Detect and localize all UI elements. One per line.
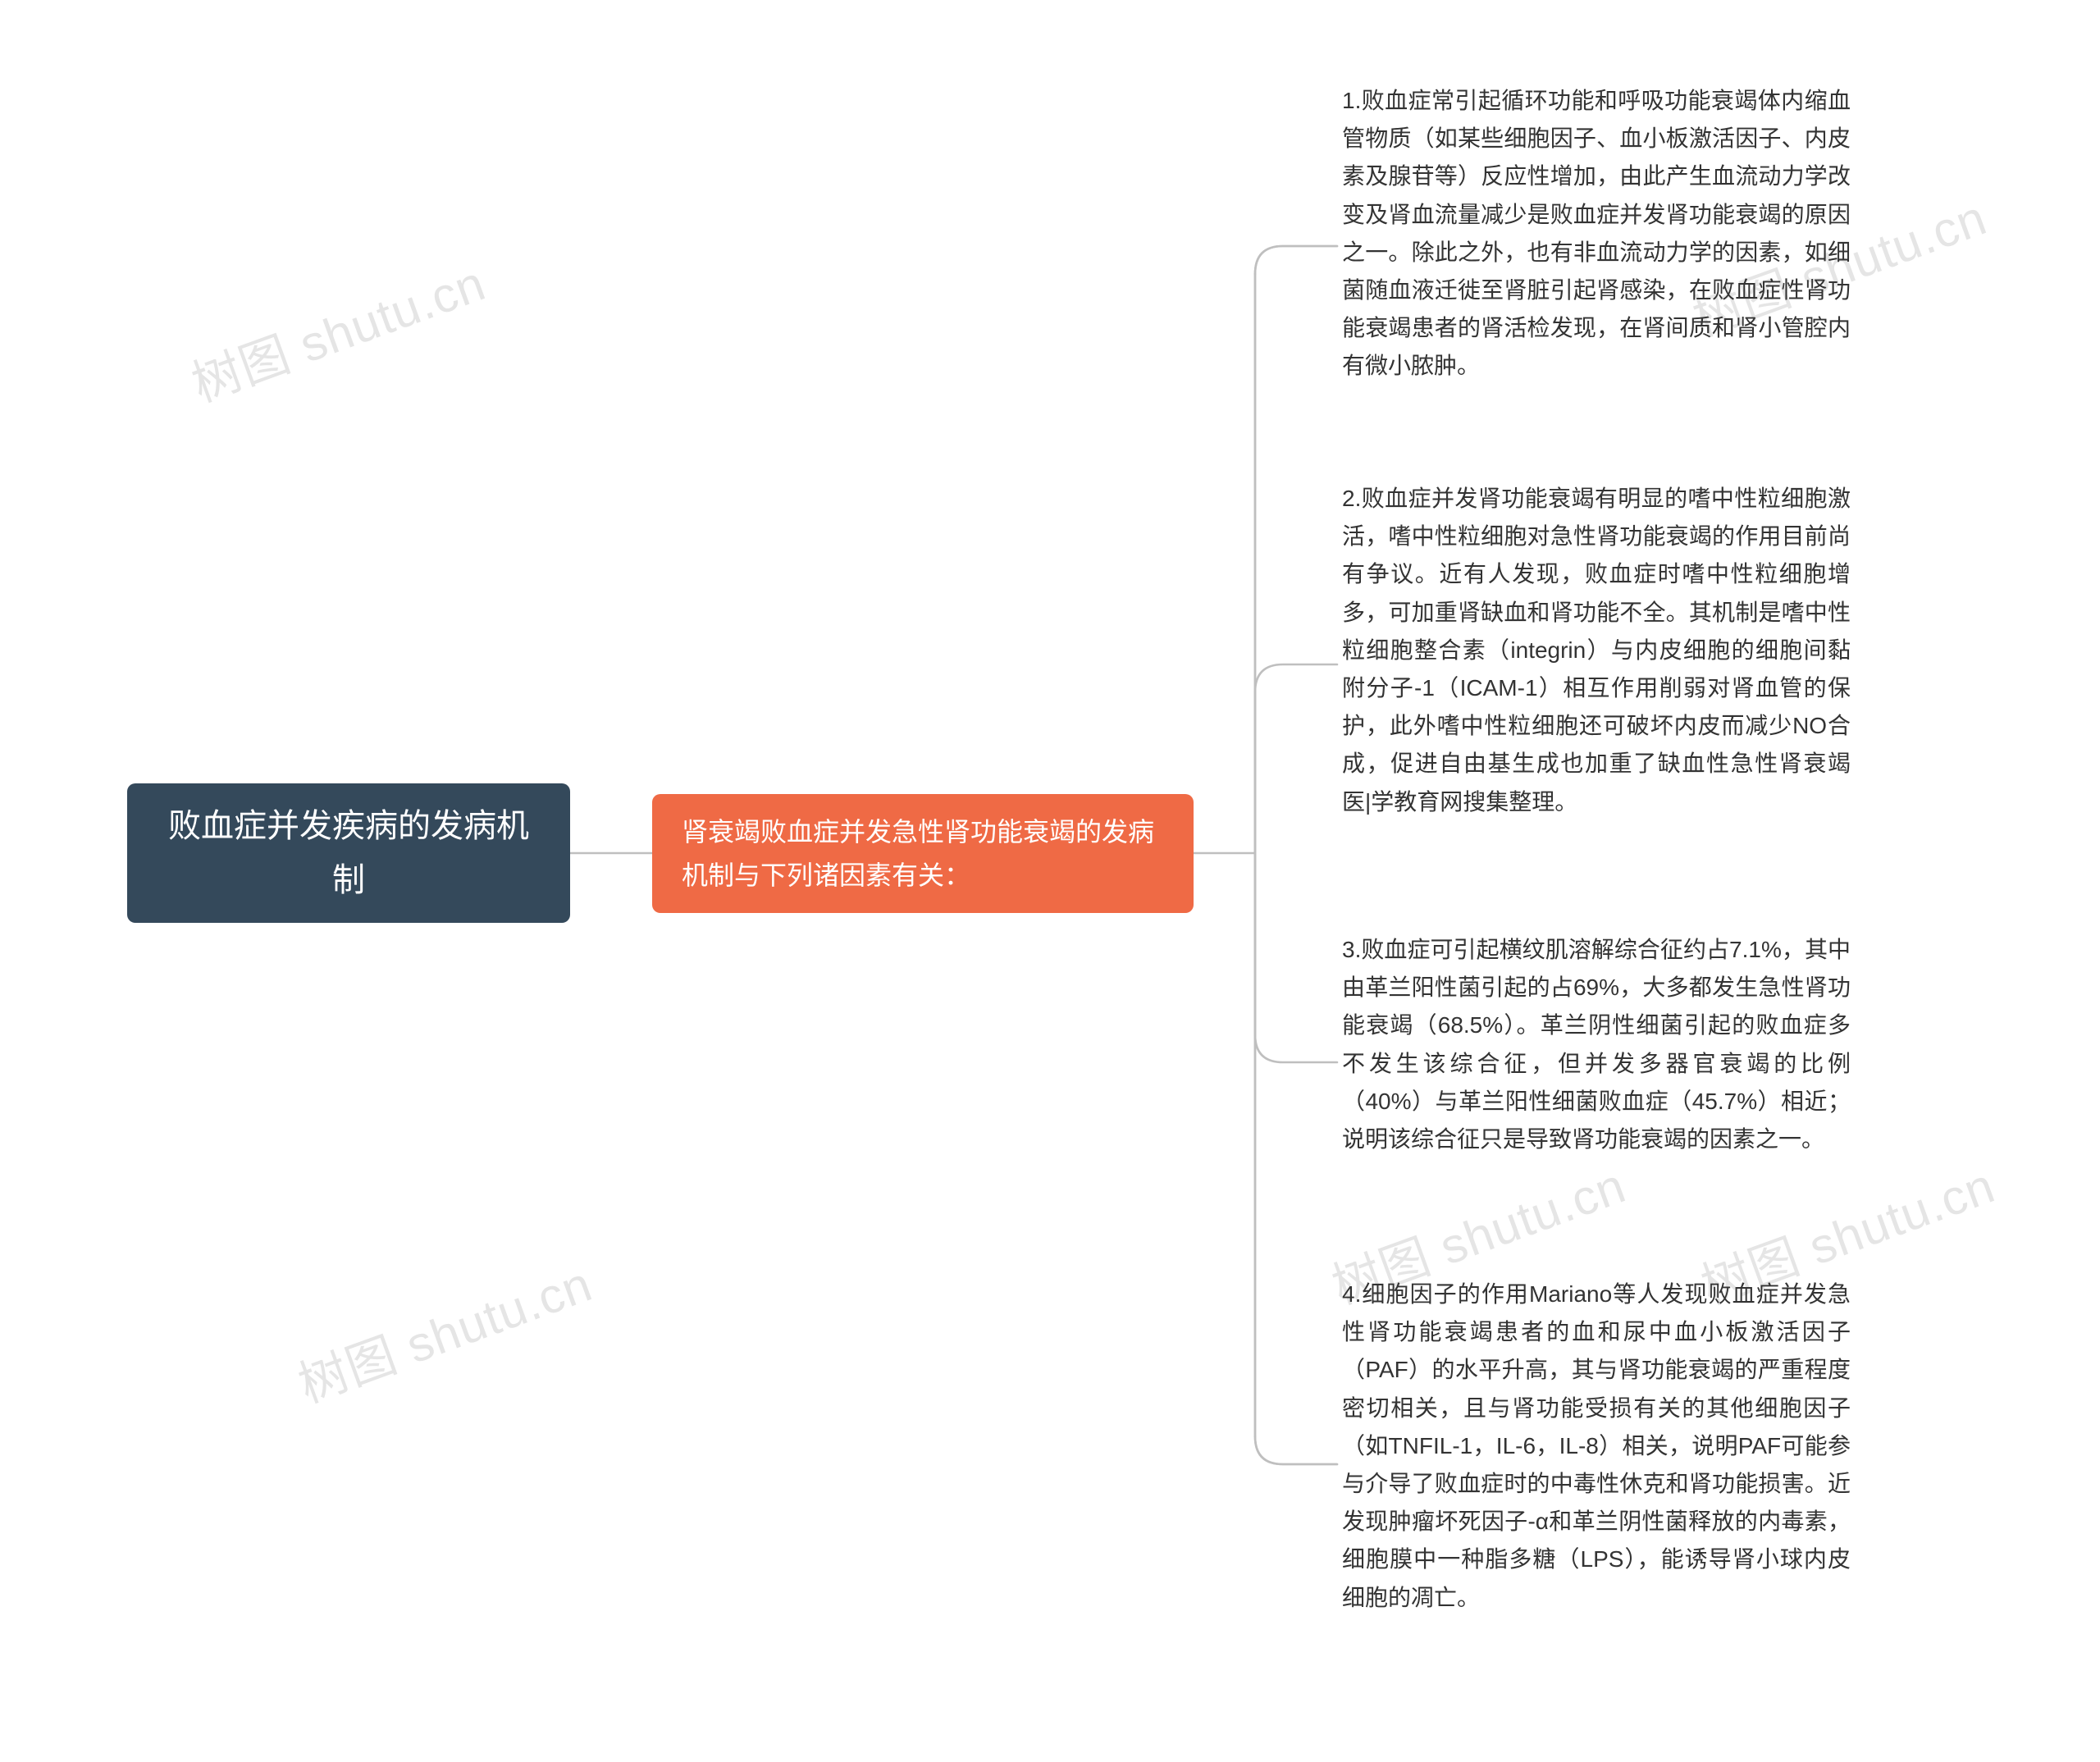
leaf-1-text: 1.败血症常引起循环功能和呼吸功能衰竭体内缩血管物质（如某些细胞因子、血小板激活… [1342,88,1851,378]
leaf-node-4[interactable]: 4.细胞因子的作用Mariano等人发现败血症并发急性肾功能衰竭患者的血和尿中血… [1342,1276,1851,1617]
leaf-node-2[interactable]: 2.败血症并发肾功能衰竭有明显的嗜中性粒细胞激活，嗜中性粒细胞对急性肾功能衰竭的… [1342,480,1851,821]
leaf-3-text: 3.败血症可引起横纹肌溶解综合征约占7.1%，其中由革兰阳性菌引起的占69%，大… [1342,937,1851,1152]
mid-node[interactable]: 肾衰竭败血症并发急性肾功能衰竭的发病机制与下列诸因素有关： [652,794,1194,913]
watermark: 树图 shutu.cn [287,1244,600,1417]
root-node[interactable]: 败血症并发疾病的发病机制 [127,783,570,923]
root-label: 败血症并发疾病的发病机制 [157,799,541,907]
mid-label: 肾衰竭败血症并发急性肾功能衰竭的发病机制与下列诸因素有关： [682,810,1164,897]
leaf-node-1[interactable]: 1.败血症常引起循环功能和呼吸功能衰竭体内缩血管物质（如某些细胞因子、血小板激活… [1342,82,1851,386]
mindmap-canvas: 败血症并发疾病的发病机制 肾衰竭败血症并发急性肾功能衰竭的发病机制与下列诸因素有… [0,0,2100,1762]
leaf-node-3[interactable]: 3.败血症可引起横纹肌溶解综合征约占7.1%，其中由革兰阳性菌引起的占69%，大… [1342,931,1851,1158]
leaf-4-text: 4.细胞因子的作用Mariano等人发现败血症并发急性肾功能衰竭患者的血和尿中血… [1342,1281,1851,1610]
watermark: 树图 shutu.cn [180,244,494,416]
leaf-2-text: 2.败血症并发肾功能衰竭有明显的嗜中性粒细胞激活，嗜中性粒细胞对急性肾功能衰竭的… [1342,486,1851,815]
